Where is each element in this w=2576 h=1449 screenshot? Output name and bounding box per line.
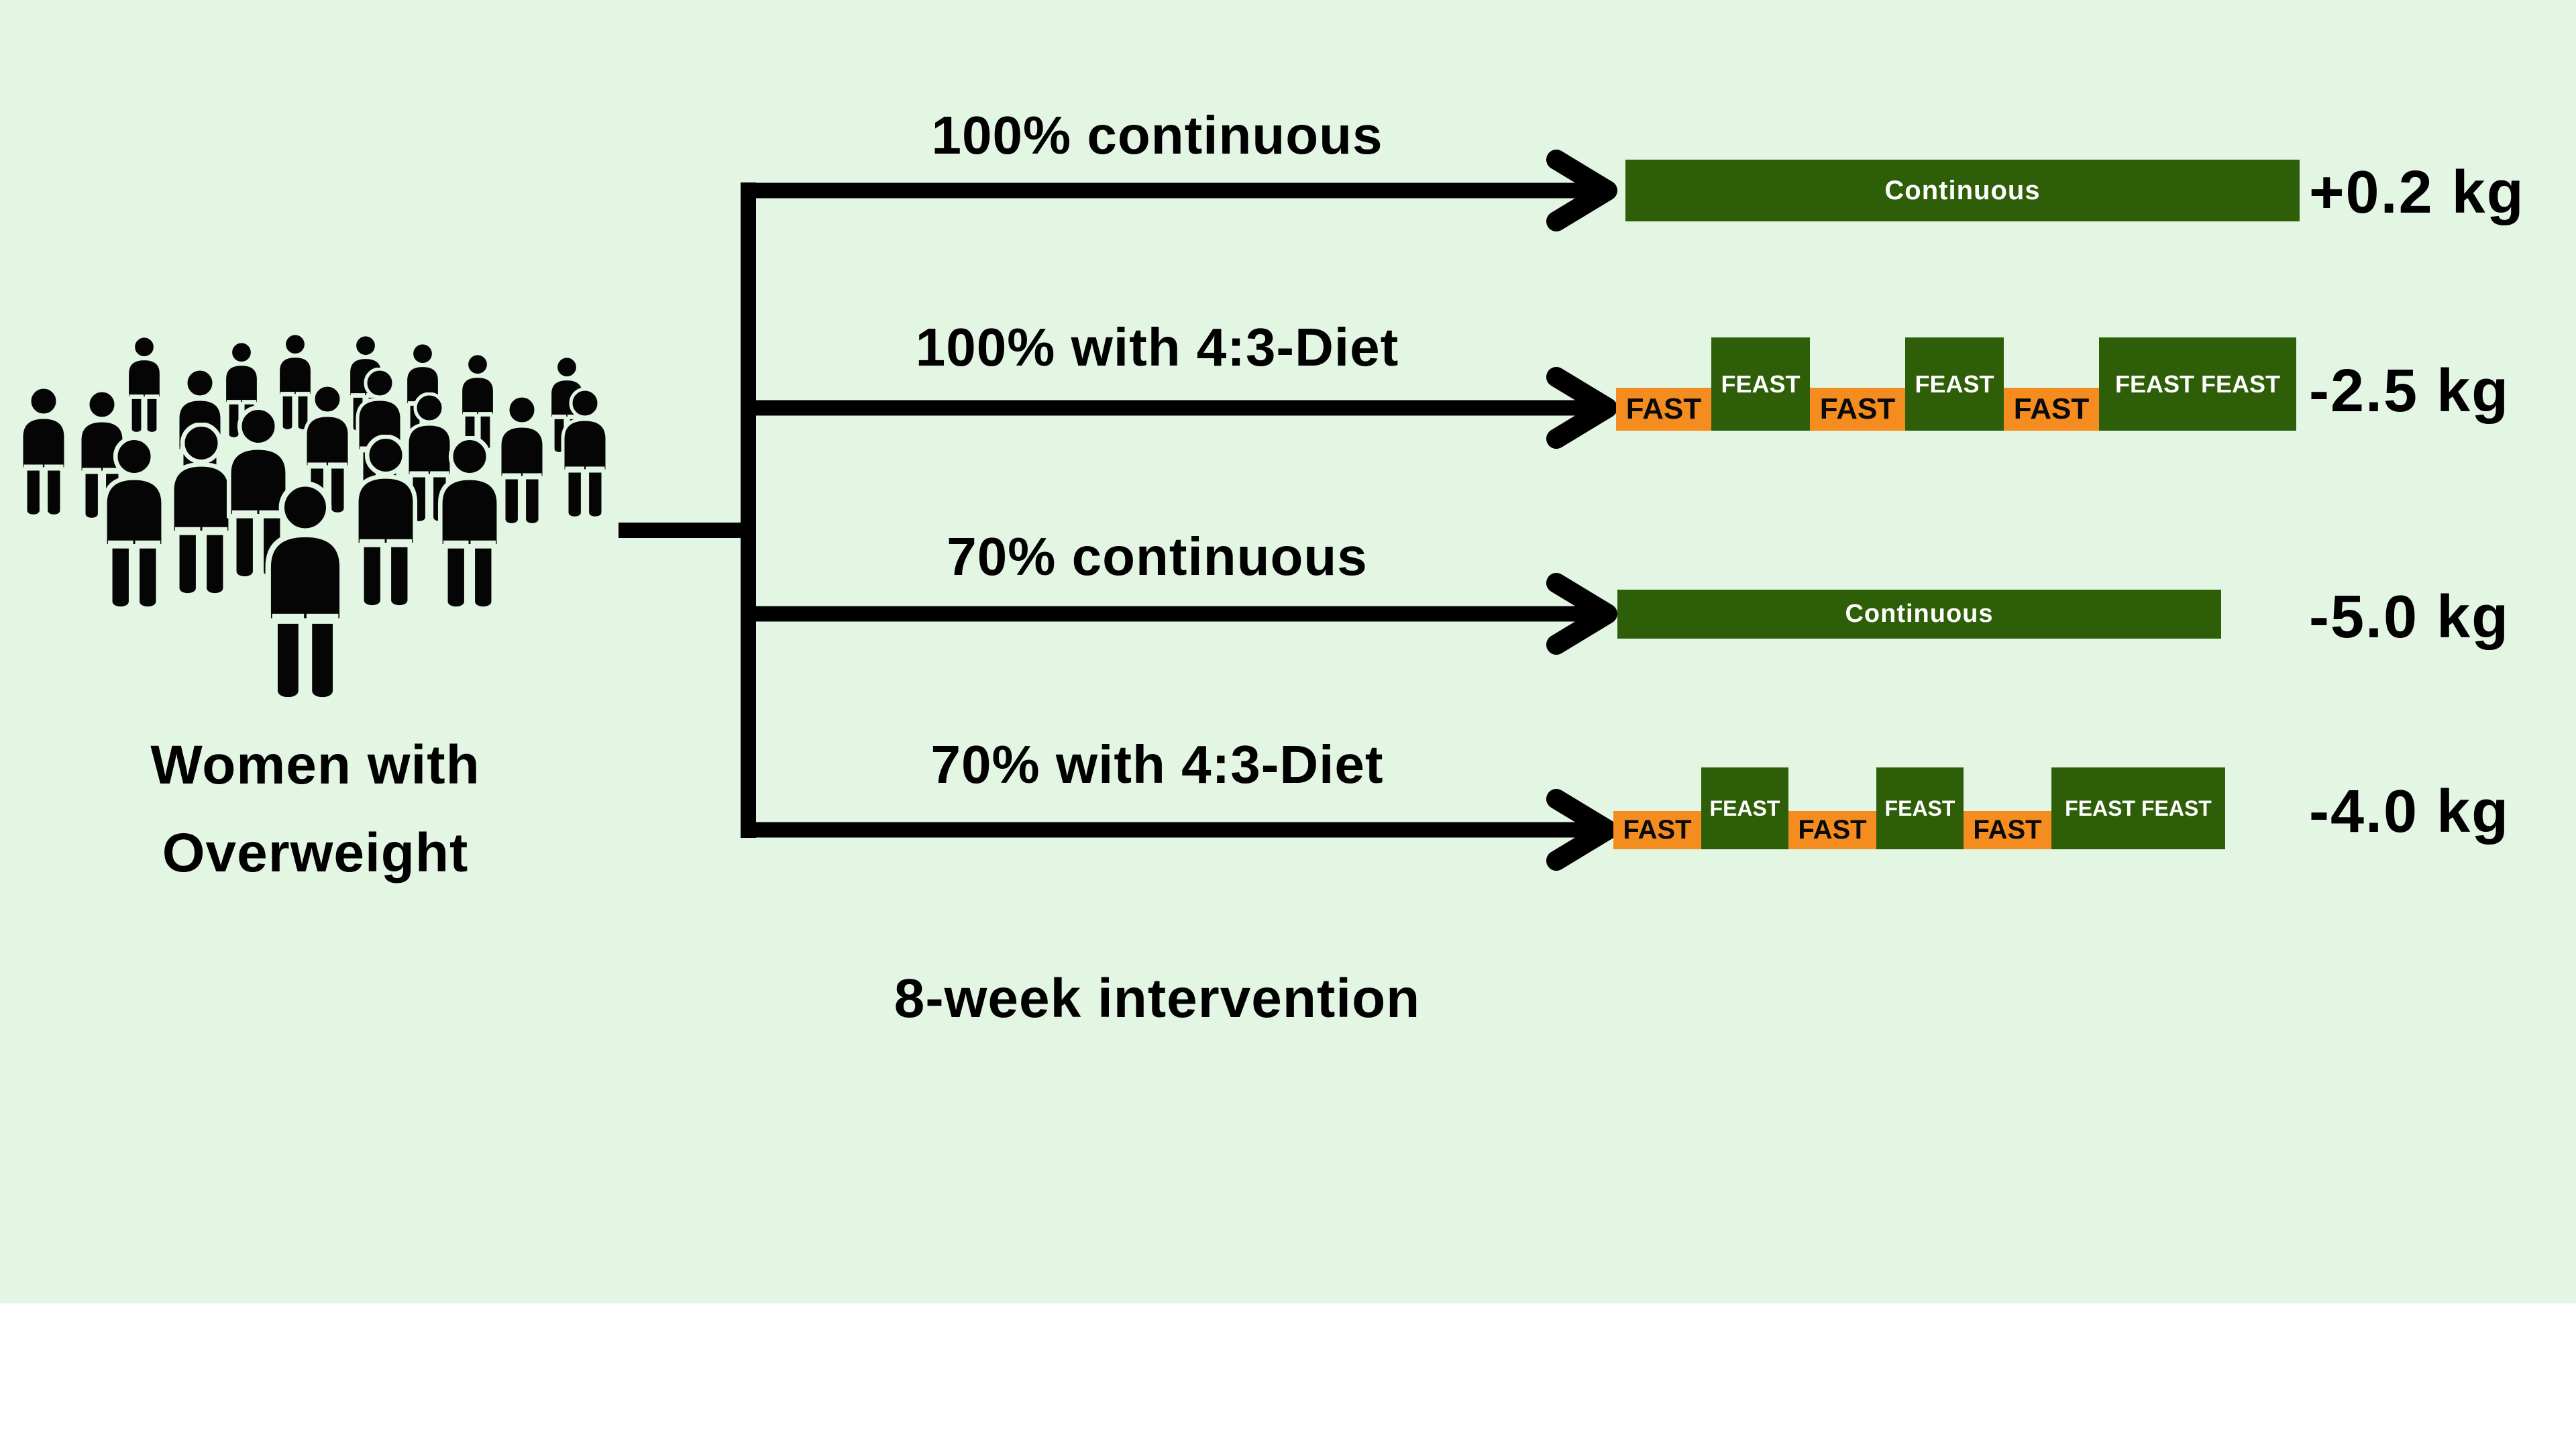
feast-block: FEAST [1711, 337, 1810, 431]
result-100-continuous: +0.2 kg [2309, 159, 2525, 226]
feast-block: FEAST [1876, 767, 1964, 849]
population-label-line1: Women with [150, 735, 480, 796]
fast-block: FAST [1616, 388, 1711, 431]
arm-label-70-43-diet: 70% with 4:3-Diet [930, 735, 1384, 794]
result-100-43-diet: -2.5 kg [2309, 358, 2510, 425]
continuous-bar-70-label: Continuous [1845, 600, 1994, 628]
duration-label: 8-week intervention [894, 968, 1421, 1029]
arrow-icon [741, 150, 1617, 231]
fast-block: FAST [1964, 811, 2051, 849]
continuous-bar-100-label: Continuous [1884, 175, 2041, 205]
arm-label-100-43-diet: 100% with 4:3-Diet [915, 317, 1399, 377]
fast-feast-strip-70: FAST FEAST FAST FEAST FAST FEAST FEAST [1613, 767, 2225, 849]
feast-block: FEAST [1905, 337, 2004, 431]
fast-block: FAST [1613, 811, 1701, 849]
fast-block: FAST [1810, 388, 1905, 431]
feast-feast-block: FEAST FEAST [2099, 337, 2296, 431]
arm-label-70-continuous: 70% continuous [947, 527, 1368, 586]
population-label-line2: Overweight [162, 822, 469, 884]
crowd-icon [0, 333, 657, 758]
arrow-icon [741, 367, 1617, 449]
citation-footer: Hutchison et al.; Effects of intermitten… [0, 1303, 2576, 1449]
continuous-bar-100: Continuous [1625, 160, 2300, 221]
fast-feast-strip-100: FAST FEAST FAST FEAST FAST FEAST FEAST [1616, 337, 2296, 431]
fast-block: FAST [2004, 388, 2099, 431]
connector-line [619, 523, 750, 538]
branch-trunk [741, 182, 756, 838]
population-label: Women with Overweight [27, 721, 604, 897]
result-70-43-diet: -4.0 kg [2309, 778, 2510, 845]
feast-feast-block: FEAST FEAST [2051, 767, 2225, 849]
continuous-bar-70: Continuous [1617, 590, 2221, 639]
feast-block: FEAST [1701, 767, 1788, 849]
arrow-icon [741, 573, 1617, 655]
arm-label-100-continuous: 100% continuous [931, 105, 1383, 165]
arrow-icon [741, 789, 1617, 871]
result-70-continuous: -5.0 kg [2309, 584, 2510, 651]
fast-block: FAST [1788, 811, 1876, 849]
